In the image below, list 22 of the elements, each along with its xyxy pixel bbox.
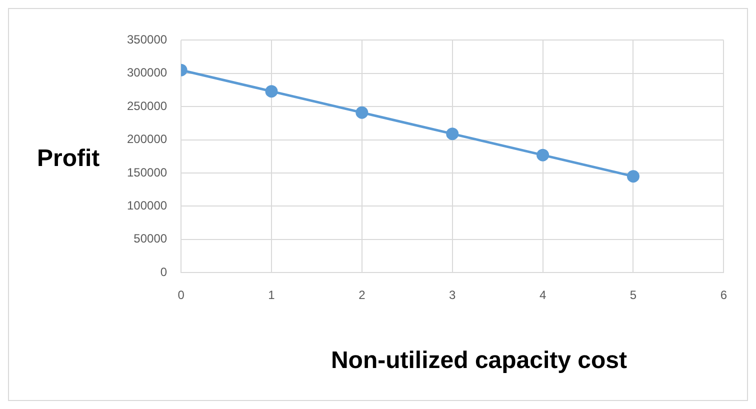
x-tick-label: 1 [268,288,276,302]
point [265,85,278,98]
y-tick-label: 350000 [126,32,168,47]
y-tick-label: 200000 [126,132,168,146]
point [356,106,368,119]
x-tick-label: 4 [539,288,546,302]
x-tick-label: 0 [178,288,185,302]
x-tick-label: 5 [630,288,637,302]
point [446,128,459,140]
y-tick-label: 250000 [126,98,168,113]
y-tick-label: 150000 [126,165,168,180]
y-tick-label: 0 [160,264,168,279]
x-tick-label: 2 [358,288,366,302]
x-tick-label: 6 [720,288,728,302]
x-axis-title: Non-utilized capacity cost [330,347,628,375]
y-tick-label: 50000 [134,232,168,246]
y-tick-label: 300000 [126,66,168,80]
y-axis-title: Profit [37,145,100,173]
y-tick-label: 100000 [126,198,168,213]
x-tick-label: 3 [449,288,456,302]
point [536,148,550,162]
point [626,170,640,183]
